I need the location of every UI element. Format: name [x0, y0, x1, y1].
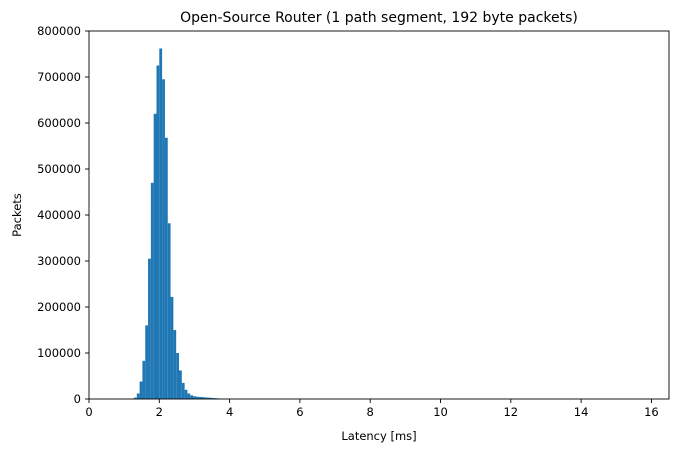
histogram-bar-9	[159, 48, 163, 399]
x-tick-label: 14	[574, 405, 589, 419]
histogram-bar-0	[133, 397, 137, 399]
histogram-bar-13	[170, 296, 174, 399]
y-tick-label: 400000	[37, 208, 81, 222]
histogram-bar-16	[178, 370, 182, 399]
x-tick-label: 6	[296, 405, 303, 419]
y-axis-title: Packets	[10, 193, 24, 237]
y-tick-label: 200000	[37, 300, 81, 314]
histogram-bar-17	[181, 382, 185, 399]
x-axis-title: Latency [ms]	[341, 429, 416, 443]
histogram-bar-20	[190, 395, 194, 399]
histogram-bar-8	[156, 65, 160, 399]
histogram-bar-25	[204, 397, 208, 399]
y-tick-label: 500000	[37, 162, 81, 176]
x-tick-label: 0	[85, 405, 92, 419]
histogram-bar-7	[153, 113, 157, 400]
x-tick-label: 4	[226, 405, 233, 419]
histogram-bar-27	[209, 397, 213, 399]
x-tick-label: 16	[644, 405, 659, 419]
histogram-bar-22	[195, 396, 199, 399]
x-tick-label: 10	[433, 405, 448, 419]
histogram-bar-4	[145, 325, 149, 399]
x-tick-label: 12	[503, 405, 518, 419]
y-tick-label: 800000	[37, 24, 81, 38]
x-tick-label: 2	[156, 405, 163, 419]
histogram-bar-11	[164, 137, 168, 399]
y-tick-label: 600000	[37, 116, 81, 130]
histogram-bar-26	[207, 397, 210, 399]
y-tick-label: 100000	[37, 346, 81, 360]
histogram-bar-21	[193, 396, 196, 399]
chart-title: Open-Source Router (1 path segment, 192 …	[180, 10, 578, 26]
y-tick-label: 0	[74, 392, 81, 406]
histogram-bar-1	[136, 393, 140, 399]
histogram-bar-12	[167, 223, 171, 399]
histogram-bar-15	[176, 353, 179, 399]
histogram-bar-18	[184, 389, 188, 399]
y-tick-label: 700000	[37, 70, 81, 84]
y-tick-label: 300000	[37, 254, 81, 268]
histogram-bar-2	[139, 381, 143, 399]
bars-layer	[133, 48, 227, 400]
histogram-bar-3	[142, 360, 146, 399]
histogram-bar-10	[162, 79, 165, 400]
histogram-bar-6	[150, 182, 154, 399]
histogram-bar-19	[187, 393, 191, 399]
x-axis: 0 2 4 6 8 10 12 14 16	[85, 399, 659, 419]
y-axis: 0 100000 200000 300000 400000 500000 600000 700…	[37, 24, 89, 406]
histogram-bar-14	[173, 330, 177, 399]
histogram-bar-5	[148, 258, 151, 399]
histogram-bar-28	[212, 398, 216, 399]
x-tick-label: 8	[367, 405, 374, 419]
histogram-bar-24	[201, 397, 205, 399]
histogram-bar-23	[198, 396, 202, 399]
